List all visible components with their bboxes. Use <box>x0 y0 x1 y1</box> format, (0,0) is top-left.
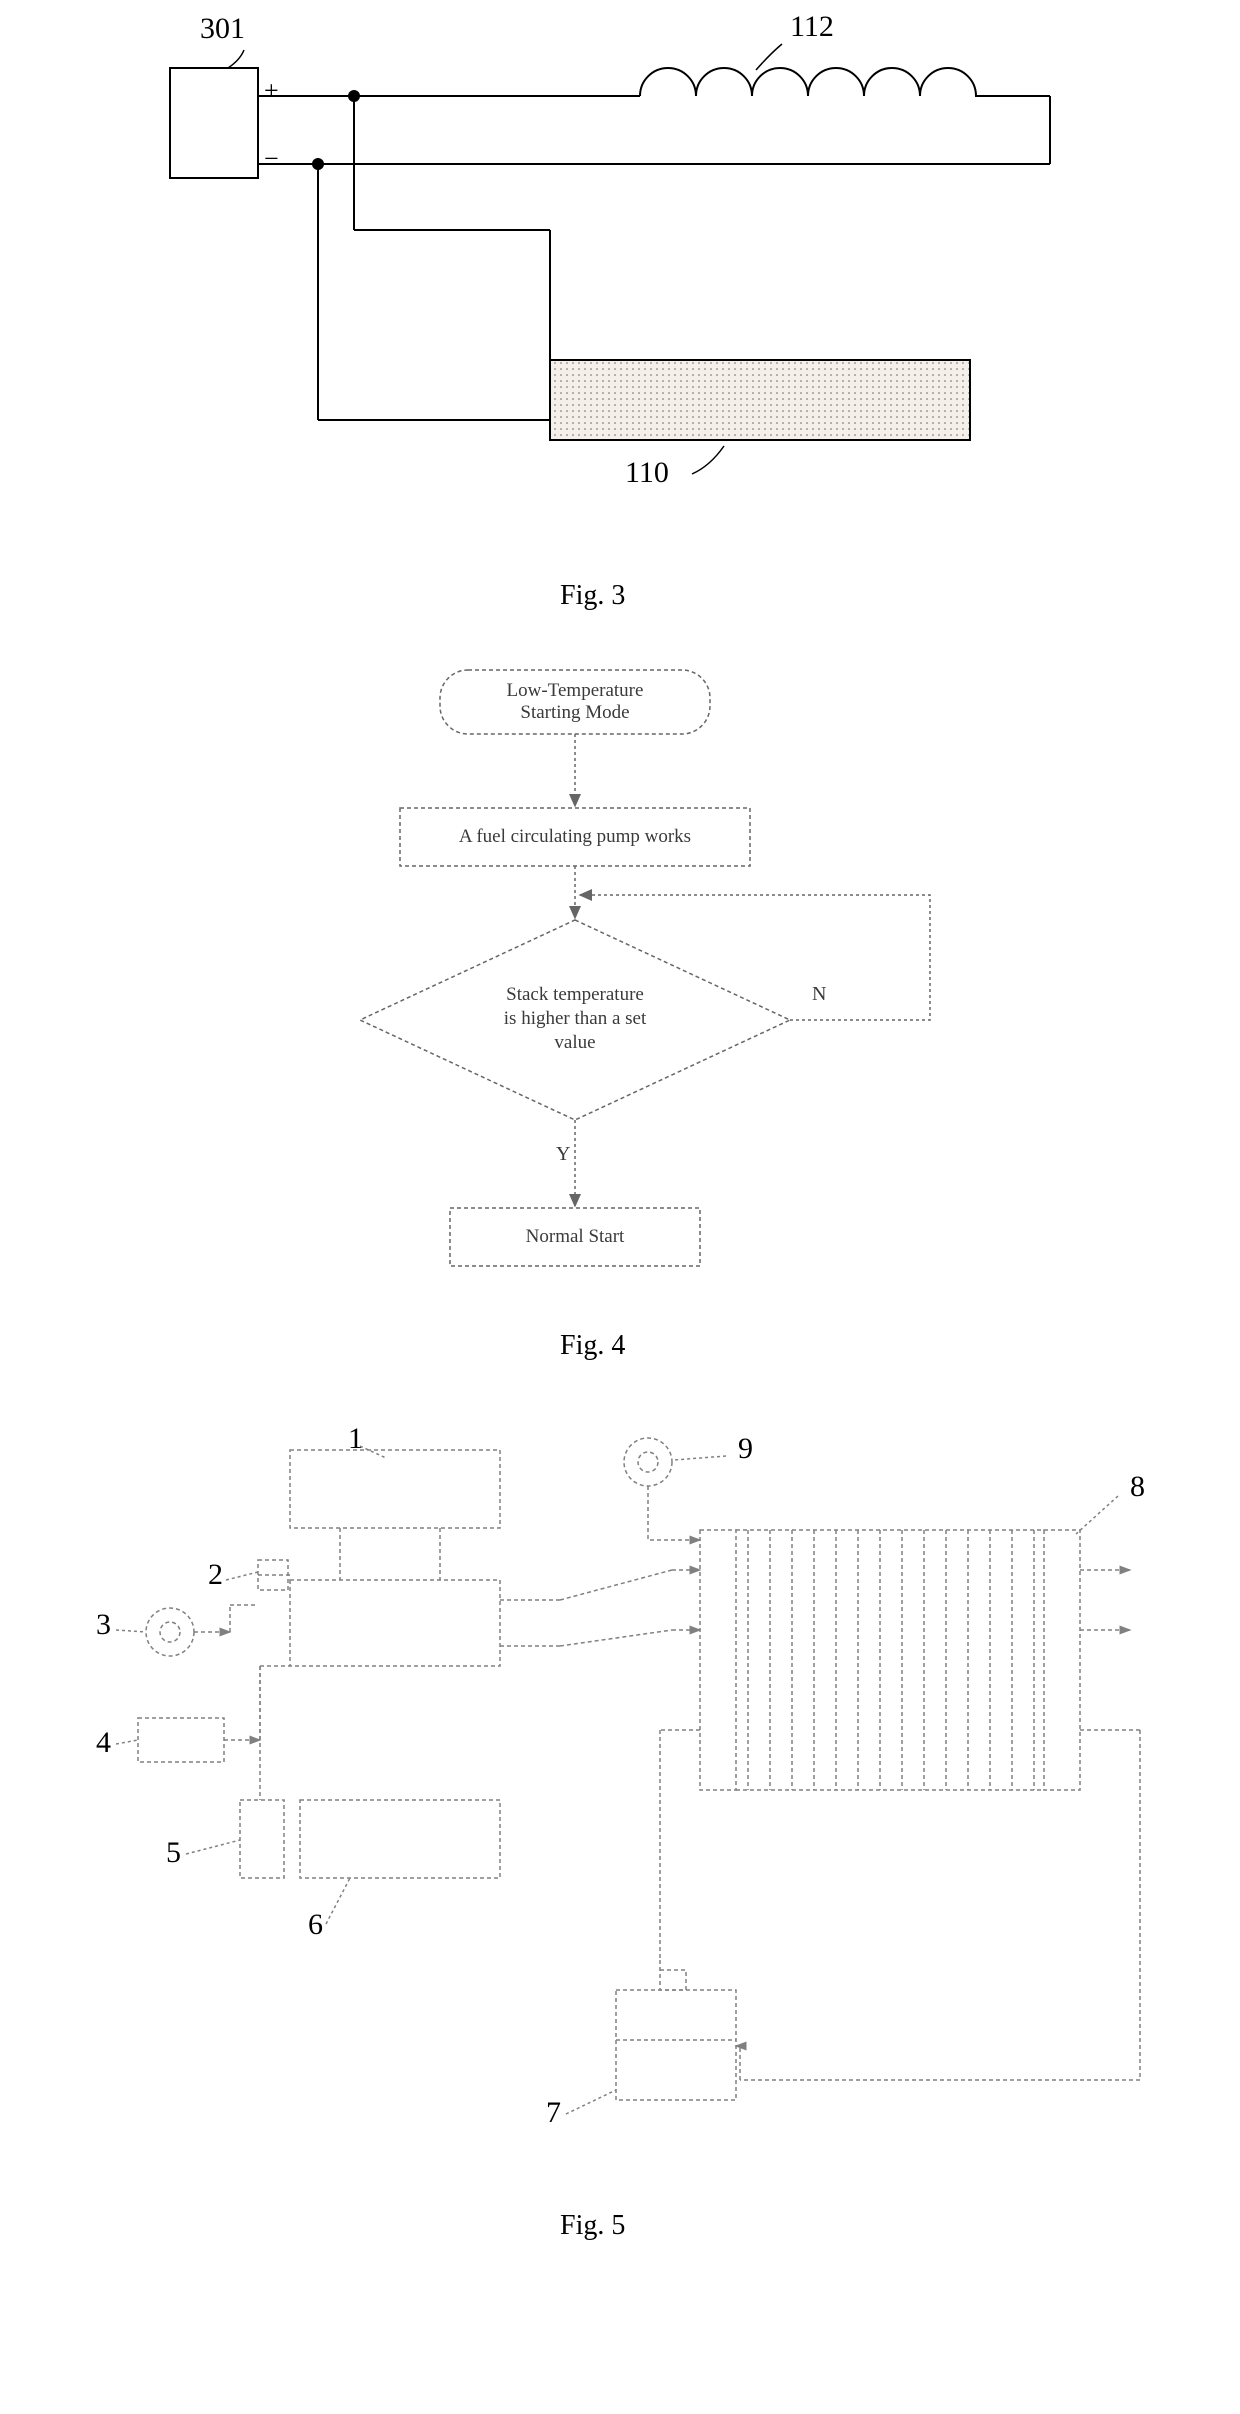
figure-3 <box>0 0 1240 560</box>
flow-normal-line1: Normal Start <box>526 1226 625 1247</box>
stack-8-left-end <box>700 1530 736 1790</box>
label-minus: − <box>264 144 279 174</box>
figure-5 <box>0 1400 1240 2220</box>
label-8: 8 <box>1130 1470 1145 1504</box>
leader-1 <box>360 1446 386 1458</box>
block-301 <box>170 68 258 178</box>
tank-1 <box>290 1450 500 1528</box>
leader-301 <box>228 50 244 68</box>
label-110: 110 <box>625 456 669 490</box>
flow-decision-line3: value <box>554 1032 595 1053</box>
separator-7 <box>616 1990 736 2100</box>
fan-9 <box>624 1438 672 1486</box>
page-container: 301 112 110 + − Fig. 3 Low-Temperature S… <box>0 0 1240 2414</box>
label-4: 4 <box>96 1726 111 1760</box>
caption-fig5: Fig. 5 <box>560 2210 625 2242</box>
box-4 <box>138 1718 224 1762</box>
label-plus: + <box>264 76 279 106</box>
label-5: 5 <box>166 1836 181 1870</box>
label-6: 6 <box>308 1908 323 1942</box>
leader-112 <box>756 44 782 70</box>
label-3: 3 <box>96 1608 111 1642</box>
block-110 <box>550 360 970 440</box>
leader-6 <box>326 1878 350 1924</box>
box-5 <box>240 1800 284 1878</box>
figure-4: Low-Temperature Starting Mode A fuel cir… <box>0 640 1240 1340</box>
label-7: 7 <box>546 2096 561 2130</box>
label-1: 1 <box>348 1422 363 1456</box>
flow-decision-line2: is higher than a set <box>504 1008 647 1029</box>
leader-9 <box>674 1456 726 1460</box>
stack-8-right-end <box>1044 1530 1080 1790</box>
caption-fig4: Fig. 4 <box>560 1330 625 1362</box>
leader-8 <box>1076 1496 1118 1534</box>
stack-plates <box>748 1530 1034 1790</box>
coil-112 <box>640 68 1050 96</box>
flow-start-line2: Starting Mode <box>520 702 629 723</box>
mixer-box <box>290 1580 500 1666</box>
flow-pump-line1: A fuel circulating pump works <box>459 826 691 847</box>
leader-4 <box>116 1740 138 1744</box>
caption-fig3: Fig. 3 <box>560 580 625 612</box>
leader-7 <box>566 2090 616 2114</box>
leader-3 <box>116 1630 146 1632</box>
flow-label-n: N <box>812 983 826 1005</box>
label-301: 301 <box>200 12 245 46</box>
label-9: 9 <box>738 1432 753 1466</box>
fan-3 <box>146 1608 194 1656</box>
flow-decision-line1: Stack temperature <box>506 984 644 1005</box>
leader-5 <box>186 1840 240 1854</box>
box-6 <box>300 1800 500 1878</box>
flow-label-y: Y <box>556 1143 570 1165</box>
flow-start-line1: Low-Temperature <box>507 680 644 701</box>
leader-110 <box>692 446 724 474</box>
label-2: 2 <box>208 1558 223 1592</box>
label-112: 112 <box>790 10 834 44</box>
leader-2 <box>226 1572 258 1580</box>
